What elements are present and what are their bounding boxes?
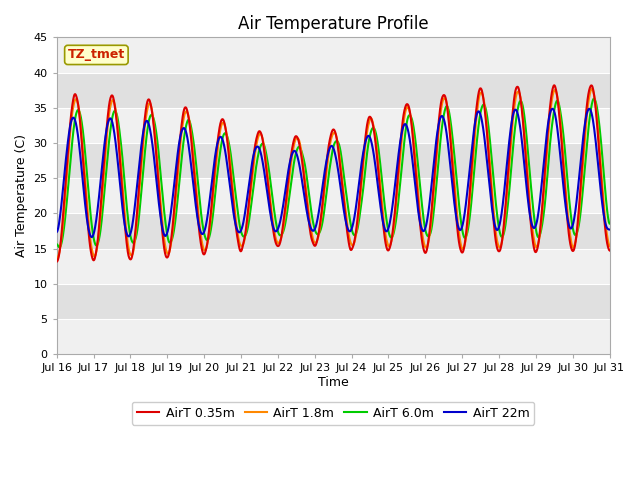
AirT 0.35m: [491, 232, 499, 238]
Bar: [57, 108, 609, 143]
AirT 1.8m: [176, 150, 184, 156]
AirT 6.0m: [492, 196, 499, 202]
X-axis label: Time: Time: [317, 376, 348, 389]
AirT 1.8m: [163, 248, 170, 253]
AirT 22m: [492, 225, 499, 230]
AirT 22m: [586, 106, 593, 112]
Y-axis label: Air Temperature (C): Air Temperature (C): [15, 134, 28, 257]
AirT 22m: [176, 135, 184, 141]
Bar: [57, 319, 609, 354]
AirT 22m: [238, 225, 246, 231]
Bar: [57, 249, 609, 284]
AirT 22m: [53, 229, 61, 235]
AirT 22m: [419, 228, 427, 234]
AirT 22m: [605, 227, 613, 232]
AirT 6.0m: [176, 172, 184, 178]
AirT 0.35m: [176, 141, 184, 146]
AirT 0.35m: [237, 248, 245, 253]
AirT 1.8m: [540, 190, 548, 196]
AirT 1.8m: [588, 86, 596, 92]
AirT 0.35m: [605, 248, 613, 253]
Legend: AirT 0.35m, AirT 1.8m, AirT 6.0m, AirT 22m: AirT 0.35m, AirT 1.8m, AirT 6.0m, AirT 2…: [132, 402, 534, 424]
AirT 22m: [88, 234, 95, 240]
Title: Air Temperature Profile: Air Temperature Profile: [238, 15, 428, 33]
AirT 1.8m: [419, 234, 427, 240]
Line: AirT 0.35m: AirT 0.35m: [57, 85, 609, 262]
AirT 6.0m: [56, 244, 63, 250]
AirT 0.35m: [540, 183, 548, 189]
AirT 6.0m: [238, 231, 246, 237]
Bar: [57, 284, 609, 319]
AirT 6.0m: [590, 96, 598, 102]
Bar: [57, 72, 609, 108]
AirT 6.0m: [163, 228, 170, 234]
AirT 1.8m: [491, 223, 499, 228]
AirT 0.35m: [550, 83, 558, 88]
AirT 6.0m: [53, 241, 61, 247]
Line: AirT 1.8m: AirT 1.8m: [57, 89, 609, 259]
AirT 1.8m: [237, 243, 245, 249]
Bar: [57, 37, 609, 72]
Text: TZ_tmet: TZ_tmet: [68, 48, 125, 61]
AirT 6.0m: [540, 207, 548, 213]
AirT 1.8m: [605, 243, 613, 249]
AirT 22m: [163, 232, 170, 238]
Bar: [57, 178, 609, 213]
Bar: [57, 143, 609, 178]
Bar: [57, 213, 609, 249]
Line: AirT 22m: AirT 22m: [57, 109, 609, 237]
AirT 0.35m: [419, 243, 427, 249]
AirT 0.35m: [163, 254, 170, 260]
AirT 1.8m: [53, 256, 61, 262]
Line: AirT 6.0m: AirT 6.0m: [57, 99, 609, 247]
AirT 6.0m: [605, 221, 613, 227]
AirT 6.0m: [419, 213, 427, 219]
AirT 0.35m: [53, 259, 61, 264]
AirT 22m: [540, 156, 548, 162]
